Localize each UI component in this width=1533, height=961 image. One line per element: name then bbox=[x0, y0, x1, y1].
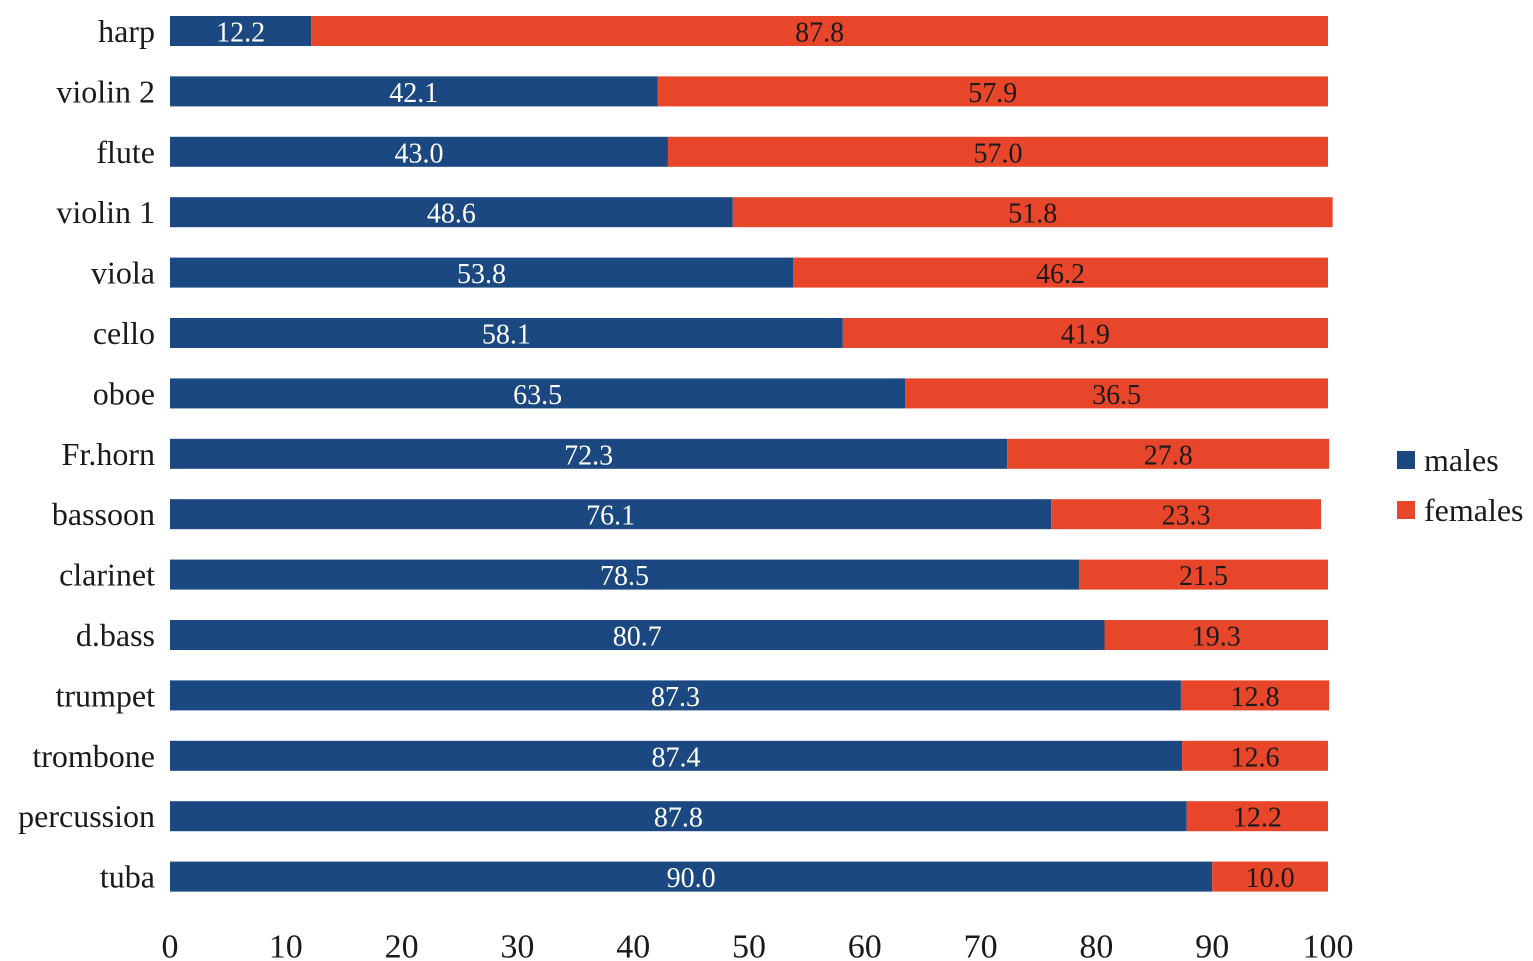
value-label-males-tuba: 90.0 bbox=[667, 863, 716, 894]
bar-males-clarinet bbox=[170, 559, 1080, 590]
category-label-harp: harp bbox=[98, 13, 155, 49]
value-label-males-d-bass: 80.7 bbox=[613, 622, 662, 653]
category-label-viola: viola bbox=[91, 255, 155, 291]
value-label-males-harp: 12.2 bbox=[216, 18, 265, 49]
value-label-females-bassoon: 23.3 bbox=[1162, 501, 1211, 532]
x-tick-label-50: 50 bbox=[732, 929, 766, 961]
bar-males-violin-1 bbox=[170, 197, 733, 228]
value-label-females-clarinet: 21.5 bbox=[1179, 561, 1228, 592]
category-label-clarinet: clarinet bbox=[59, 557, 155, 593]
bar-males-trombone bbox=[170, 740, 1183, 771]
bar-females-violin-1 bbox=[732, 197, 1333, 228]
category-label-fr-horn: Fr.horn bbox=[62, 436, 155, 472]
bars-layer bbox=[170, 16, 1333, 892]
legend-swatch-males bbox=[1397, 451, 1415, 469]
value-label-females-cello: 41.9 bbox=[1061, 320, 1110, 351]
bar-males-bassoon bbox=[170, 499, 1052, 530]
value-label-males-oboe: 63.5 bbox=[513, 380, 562, 411]
value-label-males-bassoon: 76.1 bbox=[586, 501, 635, 532]
bar-females-fr-horn bbox=[1007, 438, 1330, 469]
bar-females-oboe bbox=[905, 378, 1328, 409]
value-label-males-cello: 58.1 bbox=[482, 320, 531, 351]
category-label-violin-2: violin 2 bbox=[56, 73, 155, 109]
bar-males-percussion bbox=[170, 801, 1187, 832]
bar-females-trumpet bbox=[1180, 680, 1330, 711]
bar-females-viola bbox=[793, 257, 1328, 288]
value-label-females-harp: 87.8 bbox=[795, 18, 844, 49]
bar-females-tuba bbox=[1212, 861, 1328, 892]
category-label-oboe: oboe bbox=[93, 375, 155, 411]
value-label-females-fr-horn: 27.8 bbox=[1144, 440, 1193, 471]
legend-swatch-females bbox=[1397, 501, 1415, 519]
value-label-males-violin-1: 48.6 bbox=[427, 199, 476, 230]
legend: males females bbox=[1397, 442, 1524, 528]
x-tick-label-20: 20 bbox=[385, 929, 419, 961]
x-tick-label-100: 100 bbox=[1303, 929, 1354, 961]
bar-males-harp bbox=[170, 16, 312, 46]
x-tick-label-70: 70 bbox=[964, 929, 998, 961]
value-label-males-clarinet: 78.5 bbox=[600, 561, 649, 592]
bar-females-trombone bbox=[1182, 740, 1328, 771]
value-label-females-violin-2: 57.9 bbox=[968, 78, 1017, 109]
legend-label-males: males bbox=[1424, 442, 1499, 478]
category-label-cello: cello bbox=[93, 315, 155, 351]
value-label-males-viola: 53.8 bbox=[457, 259, 506, 290]
legend-label-females: females bbox=[1424, 492, 1524, 528]
value-label-males-trumpet: 87.3 bbox=[651, 682, 700, 713]
x-tick-label-40: 40 bbox=[616, 929, 650, 961]
x-tick-label-90: 90 bbox=[1195, 929, 1229, 961]
bar-males-cello bbox=[170, 318, 843, 348]
value-label-males-trombone: 87.4 bbox=[652, 742, 701, 773]
value-label-females-oboe: 36.5 bbox=[1092, 380, 1141, 411]
value-label-females-viola: 46.2 bbox=[1036, 259, 1085, 290]
bar-males-d-bass bbox=[170, 620, 1105, 650]
category-label-bassoon: bassoon bbox=[52, 496, 155, 532]
bar-males-oboe bbox=[170, 378, 906, 409]
bar-females-cello bbox=[842, 318, 1328, 348]
category-label-percussion: percussion bbox=[18, 798, 155, 834]
bar-females-violin-2 bbox=[657, 76, 1328, 107]
bar-males-tuba bbox=[170, 861, 1213, 892]
value-label-females-flute: 57.0 bbox=[973, 138, 1022, 169]
value-label-males-percussion: 87.8 bbox=[654, 803, 703, 834]
bar-males-flute bbox=[170, 136, 668, 167]
x-tick-label-30: 30 bbox=[500, 929, 534, 961]
category-label-d-bass: d.bass bbox=[76, 617, 155, 653]
category-label-trombone: trombone bbox=[32, 738, 155, 774]
value-label-females-percussion: 12.2 bbox=[1233, 803, 1282, 834]
value-label-females-tuba: 10.0 bbox=[1246, 863, 1295, 894]
bar-females-clarinet bbox=[1079, 559, 1328, 590]
value-label-males-flute: 43.0 bbox=[394, 138, 443, 169]
x-axis-tick-labels: 0 10 20 30 40 50 60 70 80 90 100 bbox=[162, 929, 1354, 961]
x-tick-label-80: 80 bbox=[1079, 929, 1113, 961]
value-labels: 12.2 87.8 42.1 57.9 43.0 57.0 48.6 51.8 53.8 46.2… bbox=[216, 18, 1294, 895]
x-tick-label-0: 0 bbox=[162, 929, 179, 961]
bar-females-d-bass bbox=[1104, 620, 1328, 650]
value-label-males-violin-2: 42.1 bbox=[389, 78, 438, 109]
value-label-males-fr-horn: 72.3 bbox=[564, 440, 613, 471]
bar-males-fr-horn bbox=[170, 438, 1008, 469]
value-label-females-violin-1: 51.8 bbox=[1008, 199, 1057, 230]
category-label-trumpet: trumpet bbox=[55, 677, 155, 713]
value-label-females-d-bass: 19.3 bbox=[1192, 622, 1241, 653]
value-label-females-trumpet: 12.8 bbox=[1231, 682, 1280, 713]
x-tick-label-10: 10 bbox=[269, 929, 303, 961]
category-label-violin-1: violin 1 bbox=[56, 194, 155, 230]
bar-females-percussion bbox=[1186, 801, 1328, 832]
x-tick-label-60: 60 bbox=[848, 929, 882, 961]
category-labels: harp violin 2 flute violin 1 viola cello oboe F… bbox=[18, 13, 155, 895]
bar-males-violin-2 bbox=[170, 76, 658, 107]
bar-females-flute bbox=[667, 136, 1328, 167]
bar-females-bassoon bbox=[1051, 499, 1322, 530]
bar-males-viola bbox=[170, 257, 794, 288]
bar-females-harp bbox=[311, 16, 1328, 46]
category-label-tuba: tuba bbox=[100, 859, 155, 895]
value-label-females-trombone: 12.6 bbox=[1231, 742, 1280, 773]
category-label-flute: flute bbox=[96, 134, 155, 170]
bar-males-trumpet bbox=[170, 680, 1181, 711]
